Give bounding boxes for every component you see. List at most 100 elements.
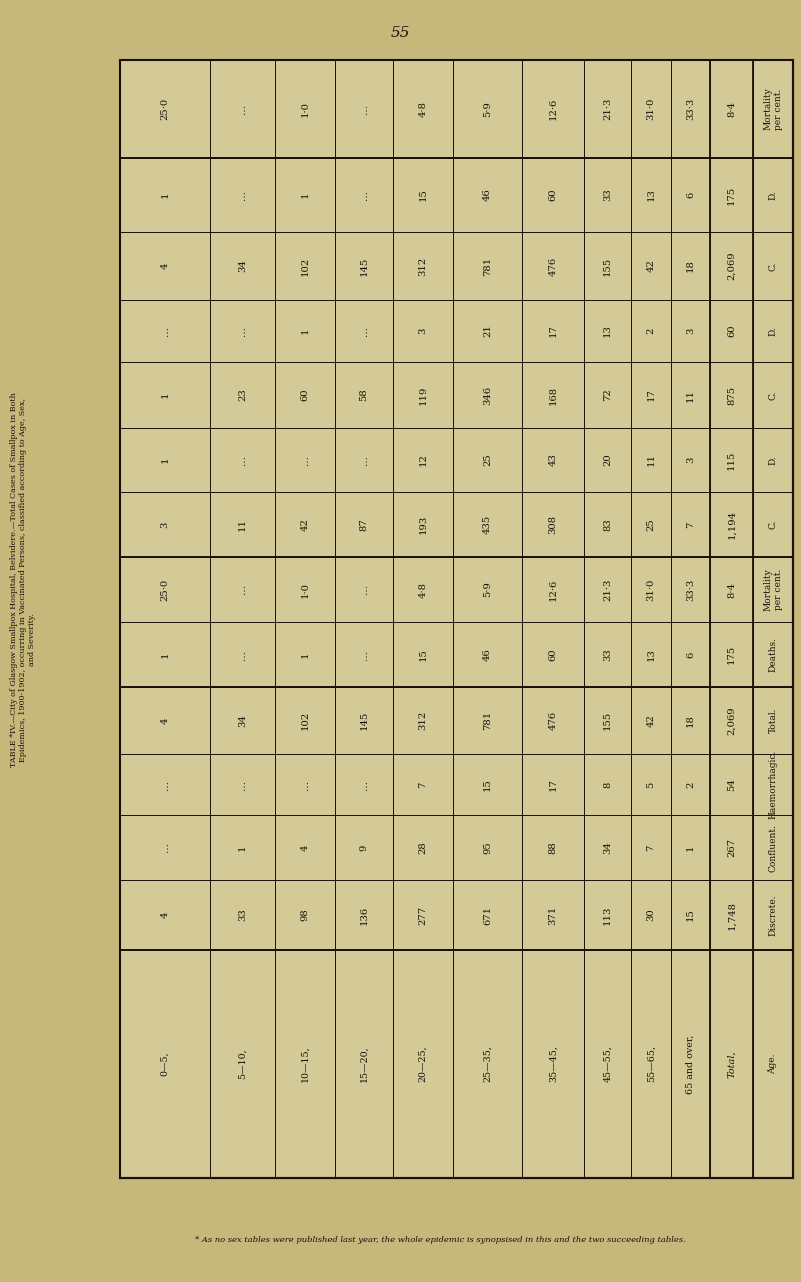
- Text: 15: 15: [686, 909, 695, 922]
- Text: 34: 34: [238, 714, 247, 727]
- Text: 102: 102: [300, 256, 309, 276]
- Text: 33·3: 33·3: [686, 97, 695, 121]
- Text: 4: 4: [300, 845, 309, 851]
- Text: 21·3: 21·3: [603, 97, 612, 121]
- Text: 476: 476: [549, 256, 557, 276]
- Text: 277: 277: [418, 905, 428, 924]
- Text: 46: 46: [483, 649, 492, 662]
- Text: 781: 781: [483, 712, 492, 731]
- Text: 33·3: 33·3: [686, 578, 695, 601]
- Text: 267: 267: [727, 838, 736, 856]
- Text: 34: 34: [603, 841, 612, 854]
- Text: 3: 3: [160, 522, 170, 528]
- Text: 15: 15: [418, 188, 428, 201]
- Text: 33: 33: [238, 909, 247, 922]
- Text: 3: 3: [418, 328, 428, 335]
- Text: 0—5,: 0—5,: [160, 1051, 170, 1077]
- Text: 115: 115: [727, 450, 736, 469]
- Text: 4: 4: [160, 717, 170, 724]
- Text: 4·8: 4·8: [418, 582, 428, 597]
- Text: …: …: [160, 779, 170, 790]
- Text: 4: 4: [160, 912, 170, 918]
- Text: …: …: [160, 842, 170, 853]
- Text: …: …: [238, 326, 247, 336]
- Text: 95: 95: [483, 841, 492, 854]
- Text: 671: 671: [483, 905, 492, 924]
- Text: 145: 145: [360, 710, 368, 731]
- Text: 98: 98: [300, 909, 309, 922]
- Text: 21: 21: [483, 324, 492, 337]
- Text: 65 and over,: 65 and over,: [686, 1035, 695, 1094]
- Text: …: …: [300, 455, 309, 465]
- Text: 15—20,: 15—20,: [360, 1046, 368, 1082]
- Text: 2: 2: [686, 781, 695, 787]
- Text: 25: 25: [646, 518, 655, 531]
- Text: C.: C.: [768, 519, 778, 529]
- Text: and Severity.: and Severity.: [28, 614, 36, 667]
- Text: 7: 7: [686, 522, 695, 528]
- Text: 193: 193: [418, 515, 428, 535]
- Text: …: …: [360, 585, 368, 595]
- Text: 17: 17: [549, 778, 557, 791]
- Text: 28: 28: [418, 841, 428, 854]
- Text: Epidemics, 1900-1902, occurring in Vaccinated Persons, classified according to A: Epidemics, 1900-1902, occurring in Vacci…: [19, 397, 27, 762]
- Text: 60: 60: [549, 649, 557, 660]
- Text: 31·0: 31·0: [646, 578, 655, 601]
- Text: * As no sex tables were published last year, the whole epidemic is synopsised in: * As no sex tables were published last y…: [195, 1236, 686, 1244]
- Text: 1: 1: [238, 845, 247, 851]
- Text: 435: 435: [483, 515, 492, 535]
- Text: 72: 72: [603, 388, 612, 401]
- Text: 11: 11: [238, 518, 247, 531]
- Text: …: …: [238, 585, 247, 595]
- Text: 4: 4: [160, 263, 170, 269]
- Text: 102: 102: [300, 712, 309, 731]
- Text: 2,069: 2,069: [727, 251, 736, 281]
- Text: 42: 42: [646, 259, 655, 273]
- Text: 1,748: 1,748: [727, 900, 736, 929]
- Text: …: …: [300, 779, 309, 790]
- Text: 55—65,: 55—65,: [646, 1046, 655, 1082]
- Text: 31·0: 31·0: [646, 97, 655, 121]
- Text: Total.: Total.: [768, 708, 778, 733]
- Text: 87: 87: [360, 518, 368, 531]
- Text: …: …: [360, 190, 368, 200]
- Text: Mortality
per cent.: Mortality per cent.: [763, 568, 783, 612]
- Bar: [120, 60, 793, 1178]
- Text: D.: D.: [768, 455, 778, 465]
- Text: 1,194: 1,194: [727, 510, 736, 538]
- Text: 8: 8: [603, 781, 612, 787]
- Text: 18: 18: [686, 714, 695, 727]
- Text: 113: 113: [603, 905, 612, 924]
- Text: 5: 5: [646, 781, 655, 787]
- Text: 45—55,: 45—55,: [603, 1046, 612, 1082]
- Text: 6: 6: [686, 651, 695, 658]
- Text: C.: C.: [768, 262, 778, 271]
- Text: 1: 1: [160, 392, 170, 399]
- Text: Mortality
per cent.: Mortality per cent.: [763, 87, 783, 131]
- Text: 3: 3: [686, 456, 695, 463]
- Text: 25·0: 25·0: [160, 97, 170, 121]
- Text: D.: D.: [768, 326, 778, 336]
- Text: 875: 875: [727, 386, 736, 405]
- Text: 5·9: 5·9: [483, 582, 492, 597]
- Text: 20: 20: [603, 454, 612, 467]
- Text: 1: 1: [160, 651, 170, 658]
- Text: 1·0: 1·0: [300, 582, 309, 597]
- Text: …: …: [360, 104, 368, 114]
- Text: 60: 60: [727, 324, 736, 337]
- Text: 371: 371: [549, 905, 557, 924]
- Text: 5·9: 5·9: [483, 101, 492, 117]
- Text: 136: 136: [360, 905, 368, 924]
- Text: 23: 23: [238, 388, 247, 401]
- Text: 54: 54: [727, 778, 736, 791]
- Text: 175: 175: [727, 645, 736, 664]
- Text: …: …: [238, 104, 247, 114]
- Text: 308: 308: [549, 515, 557, 535]
- Text: 155: 155: [603, 712, 612, 731]
- Text: …: …: [238, 779, 247, 790]
- Text: 1: 1: [686, 845, 695, 851]
- Text: 42: 42: [646, 714, 655, 727]
- Text: …: …: [360, 650, 368, 659]
- Text: 346: 346: [483, 386, 492, 405]
- Text: 60: 60: [549, 188, 557, 201]
